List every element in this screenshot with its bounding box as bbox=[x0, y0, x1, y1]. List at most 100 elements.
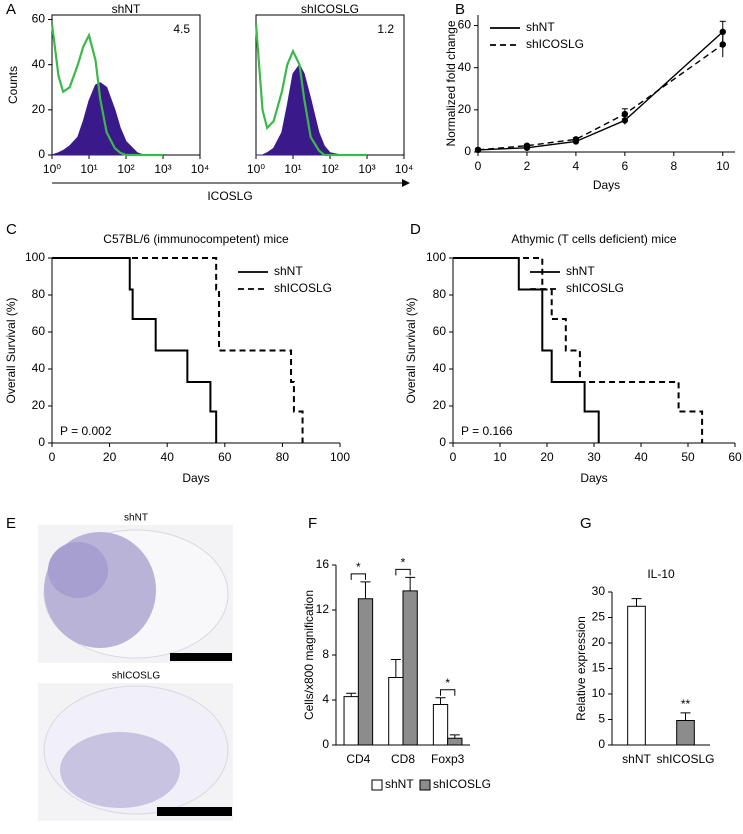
legend-label: shICOSLG bbox=[274, 281, 332, 295]
significance-label: ** bbox=[681, 697, 691, 711]
y-axis-label: Overall Survival (%) bbox=[4, 297, 18, 403]
significance-bracket bbox=[440, 689, 456, 696]
y-tick-label: 0 bbox=[464, 144, 471, 158]
y-tick-label: 40 bbox=[458, 60, 472, 74]
y-tick-label: 20 bbox=[592, 635, 606, 649]
series-line bbox=[52, 257, 218, 443]
x-tick-label: 10⁰ bbox=[247, 162, 265, 176]
x-tick-label: 4 bbox=[573, 159, 580, 173]
x-tick-label: 8 bbox=[670, 159, 677, 173]
x-axis-label: Days bbox=[593, 178, 620, 192]
legend-label: shICOSLG bbox=[433, 777, 491, 791]
panel-letter: G bbox=[580, 515, 592, 532]
x-tick-label: 10 bbox=[716, 159, 730, 173]
y-tick-label: 8 bbox=[322, 647, 329, 661]
tissue bbox=[60, 732, 180, 808]
y-tick-label: 100 bbox=[426, 250, 446, 264]
significance-bracket bbox=[350, 573, 366, 580]
y-tick-label: 4 bbox=[322, 692, 329, 706]
image-label: shICOSLG bbox=[112, 671, 161, 682]
y-tick-label: 40 bbox=[32, 361, 46, 375]
histogram-line bbox=[50, 23, 163, 157]
x-tick-label: shNT bbox=[622, 752, 651, 766]
chart-title: C57BL/6 (immunocompetent) mice bbox=[103, 232, 289, 246]
x-tick-label: 0 bbox=[475, 159, 482, 173]
legend-label: shNT bbox=[566, 264, 595, 278]
x-tick-label: 0 bbox=[49, 450, 56, 464]
significance-label: * bbox=[356, 560, 361, 574]
bar bbox=[627, 605, 646, 746]
x-tick-label: 10¹ bbox=[80, 162, 97, 176]
chart: Athymic (T cells deficient) mice 0 20 40 60 8… bbox=[404, 232, 742, 485]
x-tick-label: 50 bbox=[681, 450, 695, 464]
x-tick-label: 60 bbox=[728, 450, 742, 464]
x-tick-label: 20 bbox=[540, 450, 554, 464]
x-tick-label: 10 bbox=[493, 450, 507, 464]
panel-letter: E bbox=[6, 515, 16, 532]
x-tick-label: 10² bbox=[321, 162, 338, 176]
y-tick-label: 25 bbox=[592, 610, 606, 624]
point bbox=[621, 117, 629, 124]
x-tick-label: 10² bbox=[117, 162, 134, 176]
significance-bracket bbox=[395, 568, 411, 576]
x-tick-label: 10⁴ bbox=[191, 162, 210, 176]
annotation: P = 0.002 bbox=[60, 424, 112, 438]
y-tick-label: 80 bbox=[433, 287, 447, 301]
scale-bar bbox=[157, 807, 232, 816]
x-tick-label: CD4 bbox=[346, 752, 370, 766]
tissue bbox=[48, 542, 108, 598]
chart: 0 4 8 12 16 Cells/x800 magnification CD4 CD8 Fox… bbox=[302, 556, 491, 792]
x-tick-label: 10⁰ bbox=[43, 162, 61, 176]
series-line bbox=[453, 257, 600, 443]
chart-title: shICOSLG bbox=[301, 2, 359, 16]
x-tick-label: 100 bbox=[330, 450, 350, 464]
annotation: 1.2 bbox=[377, 22, 394, 36]
bar bbox=[388, 677, 404, 746]
x-tick-label: shICOSLG bbox=[656, 752, 714, 766]
annotation: P = 0.166 bbox=[461, 424, 513, 438]
legend-label: shICOSLG bbox=[566, 281, 624, 295]
image-label: shNT bbox=[124, 513, 148, 524]
legend-label: shICOSLG bbox=[526, 37, 584, 51]
point bbox=[572, 136, 580, 143]
scale-bar bbox=[170, 653, 232, 661]
legend-swatch bbox=[419, 779, 431, 791]
x-tick-label: 10⁴ bbox=[395, 162, 414, 176]
y-tick-label: 20 bbox=[433, 398, 447, 412]
y-tick-label: 0 bbox=[38, 147, 45, 161]
histogram-area bbox=[51, 82, 163, 156]
y-tick-label: 20 bbox=[32, 398, 46, 412]
bar bbox=[676, 720, 695, 746]
y-tick-label: 40 bbox=[32, 57, 46, 71]
significance-label: * bbox=[401, 556, 406, 570]
y-tick-label: 60 bbox=[32, 12, 46, 26]
chart: IL-10 0 5 10 15 20 25 30 Relative expression shNT… bbox=[574, 567, 714, 766]
x-axis-label: Days bbox=[580, 471, 607, 485]
panel-letter: C bbox=[6, 221, 17, 238]
y-tick-label: 0 bbox=[322, 737, 329, 751]
bar bbox=[432, 704, 449, 746]
x-tick-label: 20 bbox=[103, 450, 117, 464]
histogram-line bbox=[254, 23, 367, 157]
y-tick-label: 60 bbox=[433, 324, 447, 338]
series-line bbox=[477, 31, 724, 151]
bar bbox=[357, 598, 374, 746]
bar bbox=[402, 590, 418, 746]
y-tick-label: 100 bbox=[25, 250, 45, 264]
x-tick-label: 6 bbox=[622, 159, 629, 173]
point bbox=[474, 146, 482, 154]
x-axis-label: Days bbox=[182, 471, 209, 485]
series-line bbox=[477, 43, 724, 151]
y-tick-label: 0 bbox=[598, 737, 605, 751]
y-tick-label: 0 bbox=[38, 435, 45, 449]
x-axis-label: ICOSLG bbox=[207, 189, 252, 203]
y-axis-label: Cells/x800 magnification bbox=[302, 590, 316, 720]
y-axis-label: Normalized fold change bbox=[444, 20, 458, 146]
histogram-area bbox=[256, 63, 367, 156]
y-tick-label: 20 bbox=[458, 102, 472, 116]
y-tick-label: 15 bbox=[592, 661, 606, 675]
y-axis-label: Relative expression bbox=[574, 616, 588, 721]
x-tick-label: CD8 bbox=[391, 752, 415, 766]
x-tick-label: 40 bbox=[634, 450, 648, 464]
